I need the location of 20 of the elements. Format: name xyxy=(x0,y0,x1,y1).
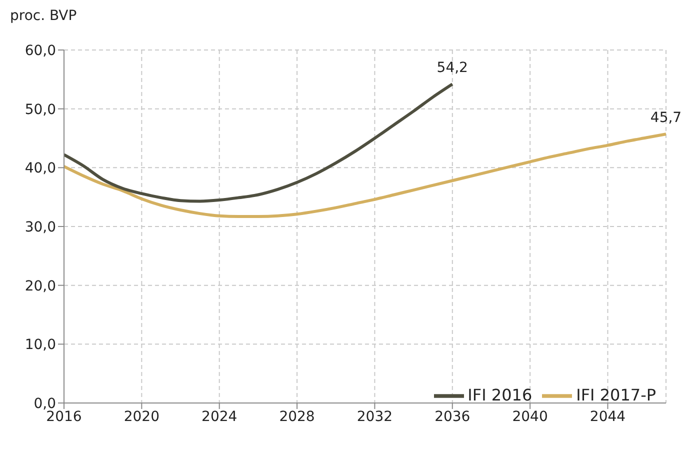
x-tick-label: 2032 xyxy=(356,408,393,425)
x-tick-label: 2020 xyxy=(124,408,160,425)
x-tick-label: 2044 xyxy=(590,408,626,425)
y-axis-title: proc. BVP xyxy=(10,8,77,24)
x-tick-label: 2024 xyxy=(202,408,238,425)
y-tick-label: 60,0 xyxy=(24,42,56,59)
y-tick-label: 10,0 xyxy=(24,337,56,354)
y-tick-label: 40,0 xyxy=(24,160,56,177)
x-tick-label: 2028 xyxy=(279,408,315,425)
data-label: 54,2 xyxy=(436,60,468,76)
line-series xyxy=(64,132,666,218)
y-tick-label: 20,0 xyxy=(24,278,56,294)
y-tick-label: 50,0 xyxy=(24,102,56,118)
y-tick-label: 30,0 xyxy=(24,219,56,236)
x-tick-label: 2040 xyxy=(512,408,548,425)
line-series xyxy=(64,82,454,203)
legend-label: IFI 2017-P xyxy=(576,385,656,404)
x-tick-label: 2036 xyxy=(434,408,470,425)
legend-label: IFI 2016 xyxy=(468,385,532,404)
data-label: 45,7 xyxy=(650,110,682,126)
